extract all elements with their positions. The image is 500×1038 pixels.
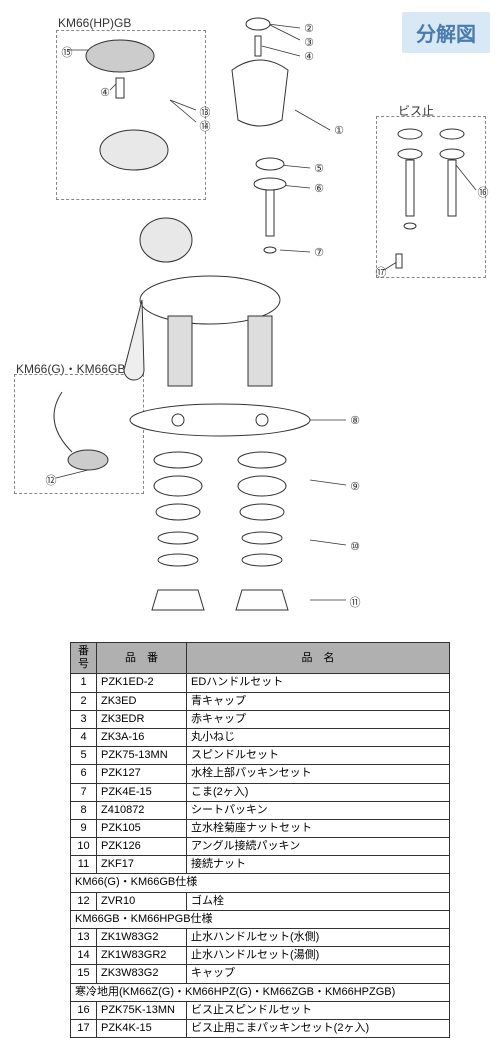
table-row: 16PZK75K-13MNビス止スピンドルセット	[71, 1001, 450, 1019]
cell-code: Z410872	[97, 801, 187, 819]
table-row: 10PZK126アングル接続パッキン	[71, 838, 450, 856]
cell-num: 9	[71, 819, 97, 837]
cell-desc: 丸小ねじ	[187, 728, 450, 746]
callout-6: ⑥	[312, 182, 326, 195]
table-row: 8Z410872シートパッキン	[71, 801, 450, 819]
cell-num: 11	[71, 856, 97, 874]
spec-row: KM66(G)・KM66GB仕様	[71, 874, 450, 892]
cell-num: 3	[71, 710, 97, 728]
table-row: 11ZKF17接続ナット	[71, 856, 450, 874]
callout-15: ⑮	[60, 44, 74, 60]
callout-3: ③	[302, 36, 316, 49]
cell-num: 6	[71, 765, 97, 783]
cell-code: ZKF17	[97, 856, 187, 874]
cell-desc: キャップ	[187, 965, 450, 983]
cell-num: 2	[71, 692, 97, 710]
cell-desc: 水栓上部パッキンセット	[187, 765, 450, 783]
cell-num: 14	[71, 947, 97, 965]
exploded-diagram	[0, 0, 500, 640]
cell-desc: 止水ハンドルセット(湯側)	[187, 947, 450, 965]
callout-12: ⑫	[44, 472, 58, 488]
callout-5: ⑤	[312, 162, 326, 175]
cell-desc: ビス止用こまパッキンセット(2ヶ入)	[187, 1019, 450, 1037]
cell-code: PZK4E-15	[97, 783, 187, 801]
cell-code: PZK75K-13MN	[97, 1001, 187, 1019]
callout-10: ⑩	[348, 540, 362, 553]
cell-num: 5	[71, 747, 97, 765]
cell-code: ZK3ED	[97, 692, 187, 710]
table-row: 15ZK3W83G2キャップ	[71, 965, 450, 983]
cell-num: 7	[71, 783, 97, 801]
cell-num: 10	[71, 838, 97, 856]
cell-desc: 接続ナット	[187, 856, 450, 874]
cell-code: ZK3W83G2	[97, 965, 187, 983]
table-row: 13ZK1W83G2止水ハンドルセット(水側)	[71, 929, 450, 947]
callout-11: ⑪	[348, 594, 362, 610]
cell-code: ZVR10	[97, 892, 187, 910]
th-num: 番号	[71, 643, 97, 674]
table-row: 14ZK1W83GR2止水ハンドルセット(湯側)	[71, 947, 450, 965]
cell-desc: 青キャップ	[187, 692, 450, 710]
spec-row: KM66GB・KM66HPGB仕様	[71, 910, 450, 928]
table-row: 7PZK4E-15こま(2ヶ入)	[71, 783, 450, 801]
cell-code: PZK126	[97, 838, 187, 856]
cell-desc: ビス止スピンドルセット	[187, 1001, 450, 1019]
callout-2: ②	[302, 22, 316, 35]
cell-desc: スピンドルセット	[187, 747, 450, 765]
callout-4b: ④	[98, 86, 112, 99]
table-row: 6PZK127水栓上部パッキンセット	[71, 765, 450, 783]
callout-4a: ④	[302, 50, 316, 63]
cell-desc: 赤キャップ	[187, 710, 450, 728]
cell-desc: アングル接続パッキン	[187, 838, 450, 856]
cell-code: ZK3A-16	[97, 728, 187, 746]
cell-desc: 立水栓菊座ナットセット	[187, 819, 450, 837]
cell-desc: ゴム栓	[187, 892, 450, 910]
cell-code: PZK105	[97, 819, 187, 837]
callout-1: ①	[332, 124, 346, 137]
cell-code: PZK4K-15	[97, 1019, 187, 1037]
cell-num: 17	[71, 1019, 97, 1037]
cell-code: ZK1W83GR2	[97, 947, 187, 965]
table-row: 4ZK3A-16丸小ねじ	[71, 728, 450, 746]
cell-num: 1	[71, 674, 97, 692]
table-row: 9PZK105立水栓菊座ナットセット	[71, 819, 450, 837]
callout-8: ⑧	[348, 414, 362, 427]
spec-cell: KM66(G)・KM66GB仕様	[71, 874, 450, 892]
callout-14: ⑭	[198, 118, 212, 134]
callout-9: ⑨	[348, 480, 362, 493]
table-row: 12ZVR10ゴム栓	[71, 892, 450, 910]
table-row: 5PZK75-13MNスピンドルセット	[71, 747, 450, 765]
spec-cell: KM66GB・KM66HPGB仕様	[71, 910, 450, 928]
cell-code: PZK1ED-2	[97, 674, 187, 692]
table-row: 3ZK3EDR赤キャップ	[71, 710, 450, 728]
table-row: 17PZK4K-15ビス止用こまパッキンセット(2ヶ入)	[71, 1019, 450, 1037]
table-row: 2ZK3ED青キャップ	[71, 692, 450, 710]
callout-16: ⑯	[476, 184, 490, 200]
parts-table: 番号 品 番 品 名 1PZK1ED-2EDハンドルセット2ZK3ED青キャップ…	[70, 642, 450, 1038]
cell-code: PZK127	[97, 765, 187, 783]
cell-desc: こま(2ヶ入)	[187, 783, 450, 801]
cell-desc: シートパッキン	[187, 801, 450, 819]
spec-cell: 寒冷地用(KM66Z(G)・KM66HPZ(G)・KM66ZGB・KM66HPZ…	[71, 983, 450, 1001]
cell-num: 12	[71, 892, 97, 910]
cell-code: ZK3EDR	[97, 710, 187, 728]
cell-code: PZK75-13MN	[97, 747, 187, 765]
callout-17: ⑰	[374, 264, 388, 280]
cell-num: 4	[71, 728, 97, 746]
callout-7: ⑦	[312, 246, 326, 259]
cell-num: 13	[71, 929, 97, 947]
th-name: 品 名	[187, 643, 450, 674]
cell-desc: 止水ハンドルセット(水側)	[187, 929, 450, 947]
cell-code: ZK1W83G2	[97, 929, 187, 947]
cell-num: 8	[71, 801, 97, 819]
table-row: 1PZK1ED-2EDハンドルセット	[71, 674, 450, 692]
spec-row: 寒冷地用(KM66Z(G)・KM66HPZ(G)・KM66ZGB・KM66HPZ…	[71, 983, 450, 1001]
th-code: 品 番	[97, 643, 187, 674]
cell-desc: EDハンドルセット	[187, 674, 450, 692]
cell-num: 16	[71, 1001, 97, 1019]
cell-num: 15	[71, 965, 97, 983]
